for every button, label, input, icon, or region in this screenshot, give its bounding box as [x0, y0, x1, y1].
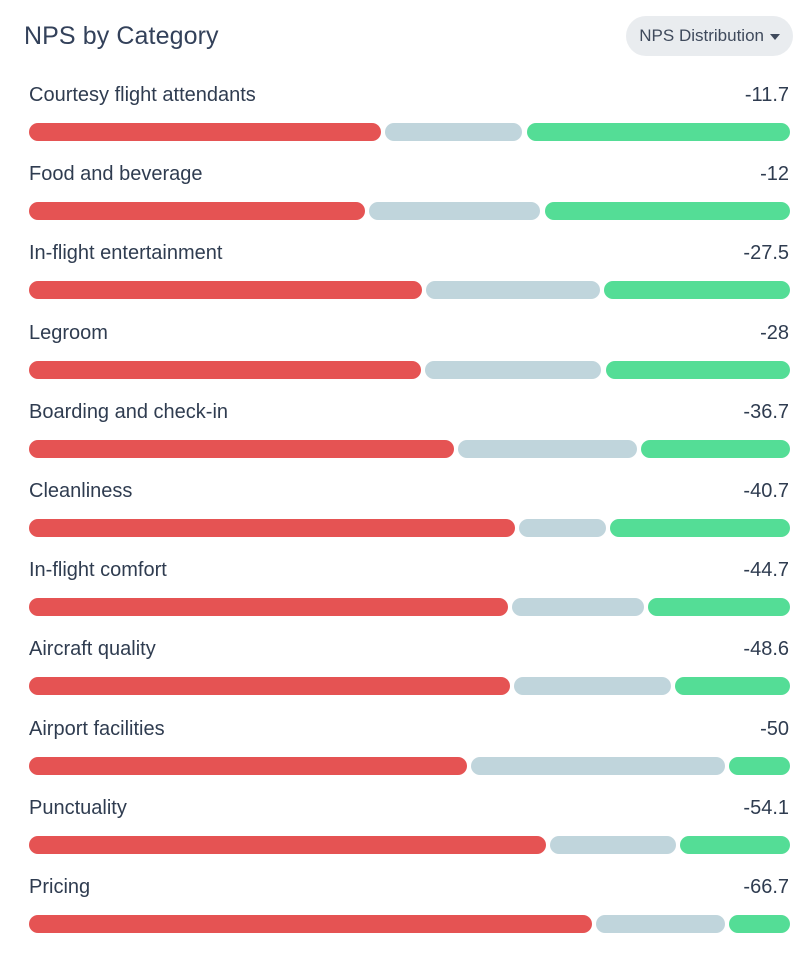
nps-value: -36.7: [743, 400, 789, 423]
passives-bar[interactable]: [470, 756, 725, 775]
distribution-bar: [29, 439, 790, 458]
category-label: Pricing: [29, 875, 91, 898]
detractors-bar[interactable]: [29, 518, 516, 537]
detractors-bar[interactable]: [29, 756, 467, 775]
category-label: Food and beverage: [29, 163, 203, 186]
nps-row: Punctuality -54.1: [29, 797, 790, 876]
promoters-bar[interactable]: [605, 360, 790, 379]
distribution-bar: [29, 598, 790, 617]
passives-bar[interactable]: [368, 202, 541, 221]
row-header: In-flight entertainment -27.5: [29, 242, 790, 275]
nps-value: -27.5: [743, 242, 789, 265]
category-label: Boarding and check-in: [29, 400, 229, 423]
row-header: Pricing -66.7: [29, 876, 790, 909]
promoters-bar[interactable]: [680, 835, 790, 854]
dropdown-label: NPS Distribution: [639, 26, 764, 45]
nps-value: -66.7: [743, 875, 789, 898]
detractors-bar[interactable]: [29, 439, 455, 458]
row-header: Airport facilities -50: [29, 718, 790, 751]
category-label: Aircraft quality: [29, 638, 156, 661]
promoters-bar[interactable]: [610, 518, 790, 537]
category-label: Punctuality: [29, 796, 127, 819]
distribution-bar: [29, 360, 790, 379]
detractors-bar[interactable]: [29, 677, 511, 696]
distribution-bar: [29, 756, 790, 775]
nps-row: Aircraft quality -48.6: [29, 638, 790, 717]
promoters-bar[interactable]: [544, 202, 790, 221]
nps-row: Courtesy flight attendants -11.7: [29, 84, 791, 163]
detractors-bar[interactable]: [29, 835, 547, 854]
nps-category-list: Courtesy flight attendants -11.7 Food and …: [29, 84, 791, 955]
nps-value: -44.7: [743, 559, 789, 582]
distribution-bar: [29, 518, 790, 537]
card-header: NPS by Category NPS Distribution: [24, 14, 793, 58]
distribution-bar: [29, 202, 790, 221]
promoters-bar[interactable]: [729, 756, 790, 775]
detractors-bar[interactable]: [29, 360, 422, 379]
nps-row: Pricing -66.7: [29, 876, 790, 955]
distribution-bar: [29, 835, 790, 854]
row-header: Boarding and check-in -36.7: [29, 401, 790, 434]
promoters-bar[interactable]: [526, 123, 791, 141]
nps-value: -11.7: [744, 84, 789, 106]
detractors-bar[interactable]: [29, 598, 508, 617]
nps-row: Airport facilities -50: [29, 718, 790, 797]
category-label: Cleanliness: [29, 479, 133, 502]
nps-row: Food and beverage -12: [29, 163, 790, 242]
page-title: NPS by Category: [24, 21, 219, 50]
passives-bar[interactable]: [511, 598, 644, 617]
passives-bar[interactable]: [596, 914, 725, 933]
nps-value: -40.7: [743, 479, 789, 502]
category-label: Courtesy flight attendants: [29, 84, 256, 106]
distribution-bar: [29, 123, 791, 141]
promoters-bar[interactable]: [647, 598, 790, 617]
nps-row: In-flight comfort -44.7: [29, 559, 790, 638]
row-header: In-flight comfort -44.7: [29, 559, 790, 592]
row-header: Aircraft quality -48.6: [29, 638, 790, 671]
nps-value: -12: [760, 163, 789, 186]
promoters-bar[interactable]: [640, 439, 790, 458]
category-label: Airport facilities: [29, 717, 165, 740]
nps-distribution-dropdown[interactable]: NPS Distribution: [626, 16, 793, 56]
detractors-bar[interactable]: [29, 914, 593, 933]
promoters-bar[interactable]: [604, 281, 790, 300]
nps-row: Cleanliness -40.7: [29, 480, 790, 559]
promoters-bar[interactable]: [674, 677, 790, 696]
category-label: In-flight entertainment: [29, 242, 223, 265]
distribution-bar: [29, 281, 790, 300]
passives-bar[interactable]: [425, 360, 602, 379]
nps-row: Boarding and check-in -36.7: [29, 401, 790, 480]
passives-bar[interactable]: [514, 677, 671, 696]
detractors-bar[interactable]: [29, 281, 423, 300]
nps-row: Legroom -28: [29, 322, 790, 401]
detractors-bar[interactable]: [29, 123, 381, 141]
row-header: Food and beverage -12: [29, 163, 790, 196]
passives-bar[interactable]: [384, 123, 523, 141]
category-label: In-flight comfort: [29, 559, 167, 582]
row-header: Courtesy flight attendants -11.7: [29, 84, 790, 117]
category-label: Legroom: [29, 321, 108, 344]
passives-bar[interactable]: [519, 518, 606, 537]
row-header: Punctuality -54.1: [29, 797, 790, 830]
nps-value: -54.1: [743, 796, 789, 819]
detractors-bar[interactable]: [29, 202, 365, 221]
distribution-bar: [29, 677, 790, 696]
passives-bar[interactable]: [426, 281, 600, 300]
row-header: Legroom -28: [29, 322, 790, 355]
passives-bar[interactable]: [458, 439, 637, 458]
nps-value: -28: [760, 321, 789, 344]
distribution-bar: [29, 914, 790, 933]
passives-bar[interactable]: [550, 835, 677, 854]
nps-value: -48.6: [743, 638, 789, 661]
promoters-bar[interactable]: [729, 914, 790, 933]
caret-down-icon: [770, 33, 780, 40]
nps-row: In-flight entertainment -27.5: [29, 242, 790, 321]
row-header: Cleanliness -40.7: [29, 480, 790, 513]
nps-value: -50: [760, 717, 789, 740]
